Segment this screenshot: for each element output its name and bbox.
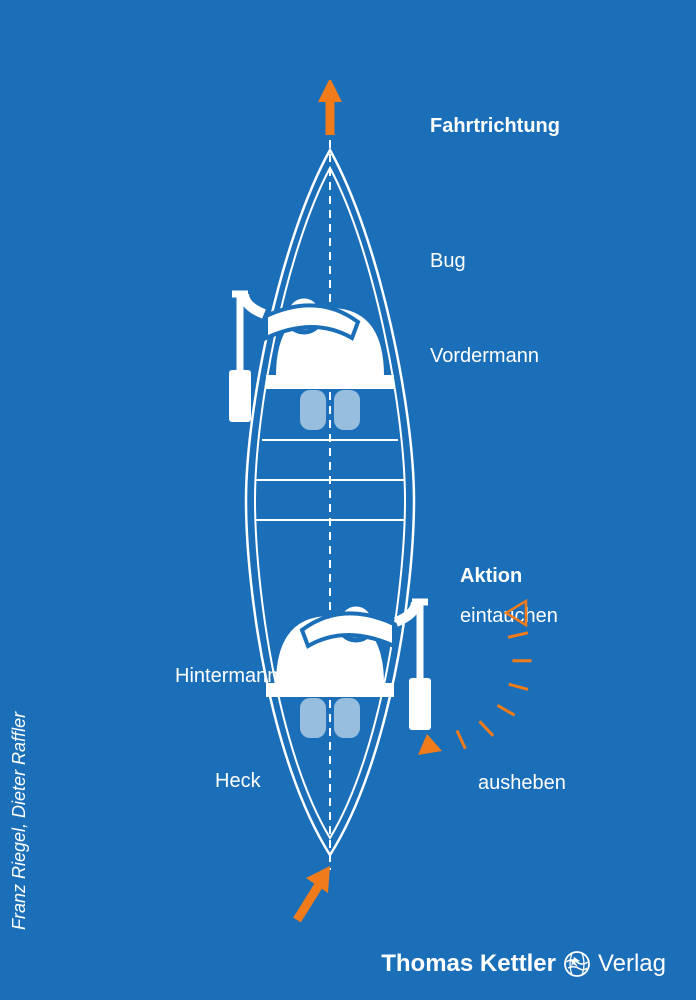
rear-paddler-icon bbox=[266, 602, 431, 738]
main-title: STECHPADDEL FAHRSCHULE bbox=[0, 153, 7, 930]
publisher: Thomas Kettler Verlag bbox=[381, 950, 666, 978]
canoe-diagram bbox=[170, 80, 550, 950]
paddle-arc bbox=[418, 601, 532, 755]
authors: Franz Riegel, Dieter Raffler bbox=[9, 153, 30, 930]
direction-arrow-top-icon bbox=[318, 80, 342, 135]
publisher-suffix: Verlag bbox=[598, 950, 666, 978]
title-block: STECHPADDEL FAHRSCHULE Franz Riegel, Die… bbox=[0, 153, 30, 930]
globe-icon bbox=[564, 951, 590, 977]
publisher-prefix: Thomas Kettler bbox=[381, 950, 556, 978]
direction-arrow-bottom-icon bbox=[297, 866, 330, 920]
